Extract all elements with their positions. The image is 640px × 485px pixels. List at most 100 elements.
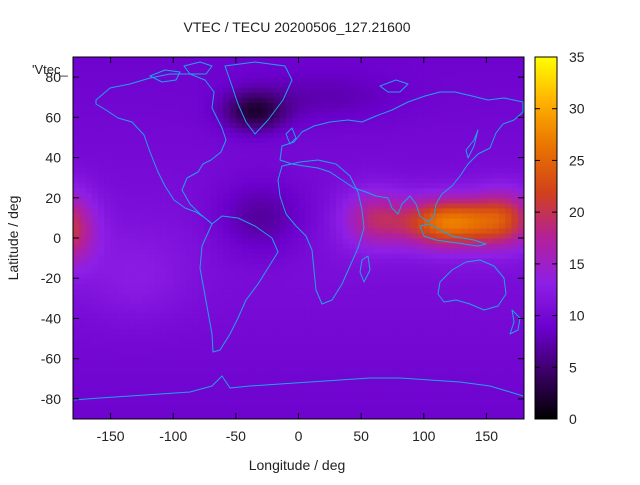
heatmap-cell [173,82,181,88]
heatmap-cell [498,77,506,83]
heatmap-cell [217,82,224,88]
heatmap-cell [498,268,506,274]
heatmap-cell [91,152,99,159]
heatmap-cell [204,393,212,400]
heatmap-cell [417,273,425,279]
heatmap-cell [85,303,93,309]
heatmap-cell [229,82,237,88]
heatmap-cell [166,107,174,113]
heatmap-cell [411,388,419,395]
heatmap-cell [417,318,425,325]
heatmap-cell [411,87,419,93]
heatmap-cell [498,157,506,164]
heatmap-cell [442,147,450,154]
heatmap-cell [304,142,312,149]
heatmap-cell [505,308,513,315]
heatmap-cell [217,212,224,219]
heatmap-cell [104,222,112,229]
heatmap-cell [198,308,206,315]
heatmap-cell [323,238,331,244]
heatmap-cell [123,77,130,83]
heatmap-cell [492,393,500,400]
heatmap-cell [235,162,243,169]
heatmap-cell [166,323,174,330]
heatmap-cell [417,207,425,214]
heatmap-cell [166,263,174,269]
heatmap-cell [98,398,105,405]
heatmap-cell [173,323,181,330]
heatmap-cell [79,167,87,174]
heatmap-cell [217,273,224,279]
heatmap-cell [342,263,350,269]
heatmap-cell [361,107,368,113]
heatmap-cell [217,303,224,309]
heatmap-cell [486,182,494,189]
heatmap-cell [473,258,481,264]
heatmap-cell [123,303,130,309]
heatmap-cell [79,263,87,269]
heatmap-cell [336,102,343,108]
heatmap-cell [511,288,519,294]
heatmap-cell [173,288,181,294]
heatmap-cell [423,333,431,340]
heatmap-cell [348,92,356,98]
heatmap-cell [498,413,506,419]
heatmap-cell [223,97,231,103]
heatmap-cell [116,383,124,390]
heatmap-cell [204,112,212,118]
heatmap-cell [273,157,281,164]
heatmap-cell [298,373,306,380]
heatmap-cell [260,132,268,139]
heatmap-cell [517,137,524,144]
heatmap-cell [511,298,519,304]
heatmap-cell [473,248,481,254]
heatmap-cell [254,413,262,419]
heatmap-cell [91,393,99,400]
heatmap-cell [498,398,506,405]
heatmap-cell [436,197,444,204]
heatmap-cell [342,403,350,410]
heatmap-cell [141,338,149,345]
heatmap-cell [317,212,325,219]
heatmap-cell [342,157,350,164]
heatmap-cell [204,413,212,419]
heatmap-cell [79,212,87,219]
heatmap-cell [329,283,337,289]
heatmap-cell [323,147,331,154]
heatmap-cell [98,152,105,159]
heatmap-cell [486,227,494,234]
heatmap-cell [480,77,488,83]
heatmap-cell [361,112,368,118]
heatmap-cell [110,207,118,214]
heatmap-cell [323,137,331,144]
heatmap-cell [386,378,394,385]
heatmap-cell [455,142,462,149]
heatmap-cell [404,338,412,345]
heatmap-cell [436,403,444,410]
heatmap-cell [430,288,437,294]
heatmap-cell [348,288,356,294]
heatmap-cell [311,162,318,169]
heatmap-cell [348,253,356,259]
heatmap-cell [185,97,193,103]
heatmap-cell [480,177,488,184]
heatmap-cell [361,87,368,93]
heatmap-cell [498,238,506,244]
heatmap-cell [498,248,506,254]
heatmap-cell [110,132,118,139]
heatmap-cell [73,127,80,134]
heatmap-cell [336,288,343,294]
heatmap-cell [298,202,306,209]
heatmap-cell [417,303,425,309]
heatmap-cell [498,258,506,264]
heatmap-cell [242,318,249,325]
heatmap-cell [129,117,137,123]
heatmap-cell [342,333,350,340]
heatmap-cell [98,177,105,184]
heatmap-cell [379,378,387,385]
heatmap-cell [154,122,162,128]
heatmap-cell [135,162,143,169]
heatmap-cell [267,283,275,289]
heatmap-cell [311,132,318,139]
heatmap-cell [267,222,275,229]
